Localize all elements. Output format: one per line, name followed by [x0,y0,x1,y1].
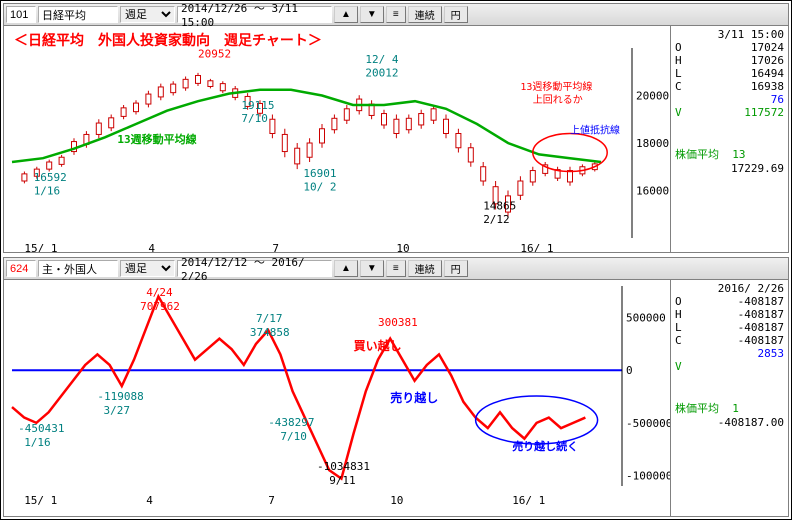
svg-text:15/ 1: 15/ 1 [24,242,57,252]
top-panel: 週足 2014/12/26 ～ 3/11 15:00 ▲ ▼ ≡ 連続 円 16… [3,3,789,253]
code-input[interactable] [6,6,36,23]
menu-button-2[interactable]: ≡ [386,260,406,277]
range-display: 2014/12/26 ～ 3/11 15:00 [177,6,332,23]
svg-text:4: 4 [148,242,155,252]
interval-select[interactable]: 週足 [120,6,175,23]
svg-text:7: 7 [272,242,279,252]
svg-text:7/17: 7/17 [256,312,283,325]
svg-text:300381: 300381 [378,316,418,329]
svg-text:20000: 20000 [636,90,669,103]
svg-text:7/10: 7/10 [241,112,268,125]
cont-button-2[interactable]: 連続 [408,260,442,277]
svg-text:3/27: 3/27 [104,404,131,417]
avg-value: 17229.69 [675,162,784,175]
svg-text:4/24: 4/24 [146,286,173,299]
svg-text:15/ 1: 15/ 1 [24,494,57,507]
svg-text:4: 4 [146,494,153,507]
bottom-toolbar: 週足 2014/12/12 ～ 2016/ 2/26 ▲ ▼ ≡ 連続 円 [4,258,788,280]
jpy-button[interactable]: 円 [444,6,468,23]
v-value: 117572 [744,106,784,119]
name-input-2[interactable] [38,260,118,277]
svg-text:374858: 374858 [250,326,290,339]
down-button-2[interactable]: ▼ [360,260,384,277]
v-label-2: V [675,360,682,373]
svg-text:-500000: -500000 [626,417,670,430]
top-toolbar: 週足 2014/12/26 ～ 3/11 15:00 ▲ ▼ ≡ 連続 円 [4,4,788,26]
up-button-2[interactable]: ▲ [334,260,358,277]
bottom-chart: -1000000 -500000 0 500000 15/ 1 4 7 10 16/ 1 -450… [4,280,670,516]
top-chart: 16000 18000 20000 15/ 1 4 7 10 16/ 1 13週移動平均線 165… [4,26,670,252]
svg-text:7/10: 7/10 [280,430,307,443]
svg-text:10: 10 [390,494,403,507]
down-button[interactable]: ▼ [360,6,384,23]
cont-button[interactable]: 連続 [408,6,442,23]
bottom-info-avg: 株価平均 1 -408187.00 [670,398,788,516]
svg-text:9/11: 9/11 [329,474,356,487]
svg-text:16000: 16000 [636,185,669,198]
svg-text:16/ 1: 16/ 1 [520,242,553,252]
svg-text:0: 0 [626,364,633,377]
info-date-2: 2016/ 2/26 [675,282,784,295]
svg-text:-450431: -450431 [18,422,64,435]
svg-text:18000: 18000 [636,137,669,150]
avg-period-2: 1 [732,402,739,415]
bottom-info-ohlc: 2016/ 2/26 O-408187H-408187L-408187C-408… [670,280,788,398]
top-info-avg: 株価平均 13 17229.69 [670,144,788,252]
svg-text:1/16: 1/16 [24,436,51,449]
svg-text:7: 7 [268,494,275,507]
svg-text:上値抵抗線: 上値抵抗線 [570,124,620,137]
svg-text:12/ 4: 12/ 4 [365,53,398,66]
code-input-2[interactable] [6,260,36,277]
range-display-2: 2014/12/12 ～ 2016/ 2/26 [177,260,332,277]
svg-text:買い越し: 買い越し [354,338,402,353]
svg-text:16592: 16592 [34,171,67,184]
svg-text:1/16: 1/16 [34,184,61,197]
svg-text:2/12: 2/12 [483,213,510,226]
up-button[interactable]: ▲ [334,6,358,23]
bottom-panel: 週足 2014/12/12 ～ 2016/ 2/26 ▲ ▼ ≡ 連続 円 -1… [3,257,789,517]
svg-text:13週移動平均線: 13週移動平均線 [520,80,592,93]
avg-period: 13 [732,148,745,161]
svg-text:19115: 19115 [241,99,274,112]
chart-title: ＜日経平均 外国人投資家動向 週足チャート＞ [14,30,322,50]
avg-label-2: 株価平均 [675,402,719,415]
svg-text:707962: 707962 [140,300,180,313]
svg-text:20012: 20012 [365,67,398,80]
svg-text:売り越し続く: 売り越し続く [512,439,578,453]
svg-text:13週移動平均線: 13週移動平均線 [117,132,196,146]
interval-select-2[interactable]: 週足 [120,260,175,277]
info-date: 3/11 15:00 [675,28,784,41]
avg-label: 株価平均 [675,148,719,161]
jpy-button-2[interactable]: 円 [444,260,468,277]
v-label: V [675,106,682,119]
svg-text:上回れるか: 上回れるか [533,94,583,106]
svg-text:-438297: -438297 [268,416,314,429]
name-input[interactable] [38,6,118,23]
svg-text:売り越し: 売り越し [390,390,438,405]
svg-text:10: 10 [396,242,409,252]
svg-text:16/ 1: 16/ 1 [512,494,545,507]
avg-value-2: -408187.00 [675,416,784,429]
svg-text:10/ 2: 10/ 2 [303,181,336,194]
svg-text:-1034831: -1034831 [317,460,370,473]
svg-text:-1000000: -1000000 [626,469,670,482]
app-root: 週足 2014/12/26 ～ 3/11 15:00 ▲ ▼ ≡ 連続 円 16… [0,0,792,520]
svg-text:-119088: -119088 [97,390,143,403]
svg-text:500000: 500000 [626,312,666,325]
svg-text:16901: 16901 [303,167,336,180]
svg-text:14865: 14865 [483,200,516,213]
menu-button[interactable]: ≡ [386,6,406,23]
top-info-ohlc: 3/11 15:00 O17024H17026L16494C1693876 V1… [670,26,788,144]
